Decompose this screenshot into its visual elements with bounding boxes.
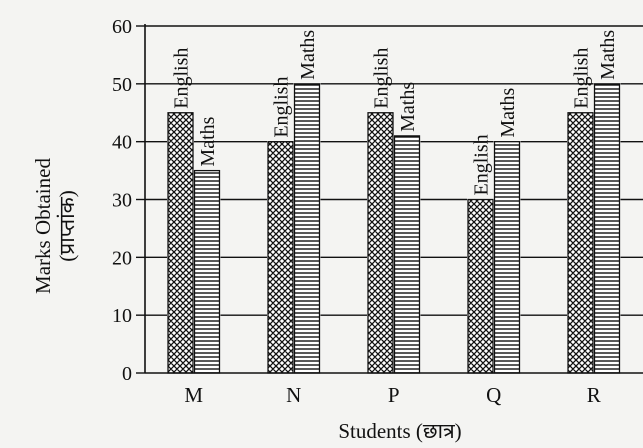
- bars: [167, 82, 621, 374]
- bar-label-maths-m: Maths: [197, 116, 219, 166]
- labels: Students (छात्र) Marks Obtained (प्राप्त…: [31, 16, 619, 443]
- y-axis-title: Marks Obtained: [31, 158, 55, 294]
- axes: [136, 24, 643, 374]
- bar-label-english-n: English: [271, 77, 293, 138]
- bar-label-maths-p: Maths: [397, 82, 419, 132]
- bar-label-maths-n: Maths: [297, 30, 319, 80]
- bar-english-p: [367, 112, 394, 374]
- bar-english-m: [167, 112, 194, 374]
- y-tick-label-60: 60: [112, 16, 132, 38]
- bar-maths-n: [293, 83, 321, 374]
- x-tick-label-q: Q: [486, 383, 501, 407]
- y-tick-label-0: 0: [122, 363, 132, 385]
- bar-maths-q: [493, 141, 521, 374]
- x-tick-label-p: P: [388, 383, 400, 407]
- y-tick-label-20: 20: [112, 247, 132, 269]
- bar-label-english-q: English: [471, 134, 493, 195]
- bar-label-maths-q: Maths: [497, 87, 519, 137]
- bar-maths-m: [193, 169, 221, 374]
- x-tick-label-n: N: [286, 383, 301, 407]
- bar-english-q: [467, 198, 494, 374]
- bar-label-english-r: English: [571, 48, 593, 109]
- x-tick-label-m: M: [184, 383, 203, 407]
- bar-english-n: [267, 141, 294, 374]
- y-tick-label-40: 40: [112, 132, 132, 154]
- bar-english-r: [567, 112, 594, 374]
- y-tick-label-10: 10: [112, 305, 132, 327]
- y-tick-label-50: 50: [112, 74, 132, 96]
- x-axis-title: Students (छात्र): [338, 419, 461, 443]
- bar-maths-r: [593, 83, 621, 374]
- bar-label-maths-r: Maths: [597, 30, 619, 80]
- bar-maths-p: [393, 135, 421, 374]
- bar-label-english-p: English: [371, 48, 393, 109]
- bar-label-english-m: English: [171, 48, 193, 109]
- x-tick-label-r: R: [587, 383, 601, 407]
- y-tick-label-30: 30: [112, 190, 132, 212]
- y-axis-subtitle: (प्राप्तांक): [55, 190, 79, 261]
